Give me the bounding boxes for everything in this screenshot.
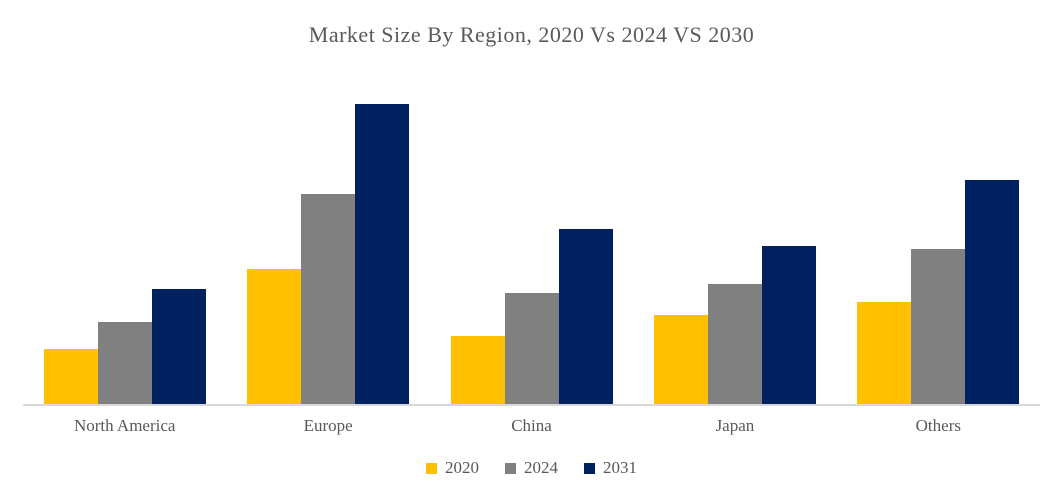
bar-2031-china bbox=[558, 229, 613, 404]
legend-label-2020: 2020 bbox=[445, 458, 479, 477]
bar-2031-others bbox=[965, 180, 1020, 404]
category-axis-labels: North America Europe China Japan Others bbox=[23, 416, 1040, 436]
bar-groups bbox=[23, 74, 1040, 404]
category-label-china: China bbox=[511, 416, 552, 435]
bar-2031-north-america bbox=[151, 289, 206, 404]
category-label-others: Others bbox=[915, 416, 961, 435]
legend-item-2020: 2020 bbox=[426, 458, 479, 478]
legend-item-2024: 2024 bbox=[505, 458, 558, 478]
plot-area bbox=[23, 74, 1040, 406]
legend-swatch-2031 bbox=[584, 462, 595, 474]
bar-2024-china bbox=[504, 293, 559, 404]
legend-swatch-2024 bbox=[505, 462, 516, 474]
category-label-japan: Japan bbox=[715, 416, 755, 435]
bar-group-north-america bbox=[23, 74, 226, 404]
bar-group-china bbox=[430, 74, 633, 404]
category-label-europe: Europe bbox=[303, 416, 353, 435]
bar-2024-japan bbox=[707, 284, 762, 404]
bar-2024-others bbox=[911, 249, 966, 404]
bar-group-europe bbox=[226, 74, 429, 404]
bar-2020-north-america bbox=[43, 349, 98, 404]
chart-title: Market Size By Region, 2020 Vs 2024 VS 2… bbox=[308, 22, 755, 47]
x-axis-line bbox=[23, 404, 1040, 406]
legend-swatch-2020 bbox=[426, 462, 437, 474]
bar-2020-china bbox=[450, 336, 505, 404]
bar-2020-japan bbox=[653, 315, 708, 404]
legend-label-2024: 2024 bbox=[524, 458, 558, 477]
legend-label-2031: 2031 bbox=[603, 458, 637, 477]
bar-2020-europe bbox=[247, 269, 302, 404]
bar-group-others bbox=[837, 74, 1040, 404]
bar-2024-north-america bbox=[97, 322, 152, 404]
category-label-north-america: North America bbox=[73, 416, 176, 435]
bar-2031-japan bbox=[761, 246, 816, 404]
legend-item-2031: 2031 bbox=[584, 458, 637, 478]
bar-group-japan bbox=[633, 74, 836, 404]
bar-2020-others bbox=[857, 302, 912, 404]
legend: 2020 2024 2031 bbox=[0, 458, 1063, 478]
bar-2024-europe bbox=[301, 194, 356, 404]
bar-2031-europe bbox=[355, 104, 410, 404]
